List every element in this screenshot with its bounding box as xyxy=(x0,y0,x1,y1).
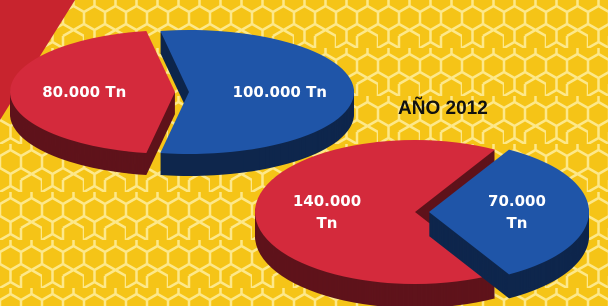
page: AÑO 2012 80.000 Tn 100.000 Tn 140.000 Tn 70… xyxy=(0,0,608,306)
chart-title: AÑO 2012 xyxy=(398,98,488,120)
value-label: 140.000 Tn xyxy=(287,190,367,234)
value-label: 70.000 Tn xyxy=(477,190,557,234)
value-label: 80.000 Tn xyxy=(42,81,126,103)
value-label: 100.000 Tn xyxy=(233,81,327,103)
chart xyxy=(0,0,608,306)
